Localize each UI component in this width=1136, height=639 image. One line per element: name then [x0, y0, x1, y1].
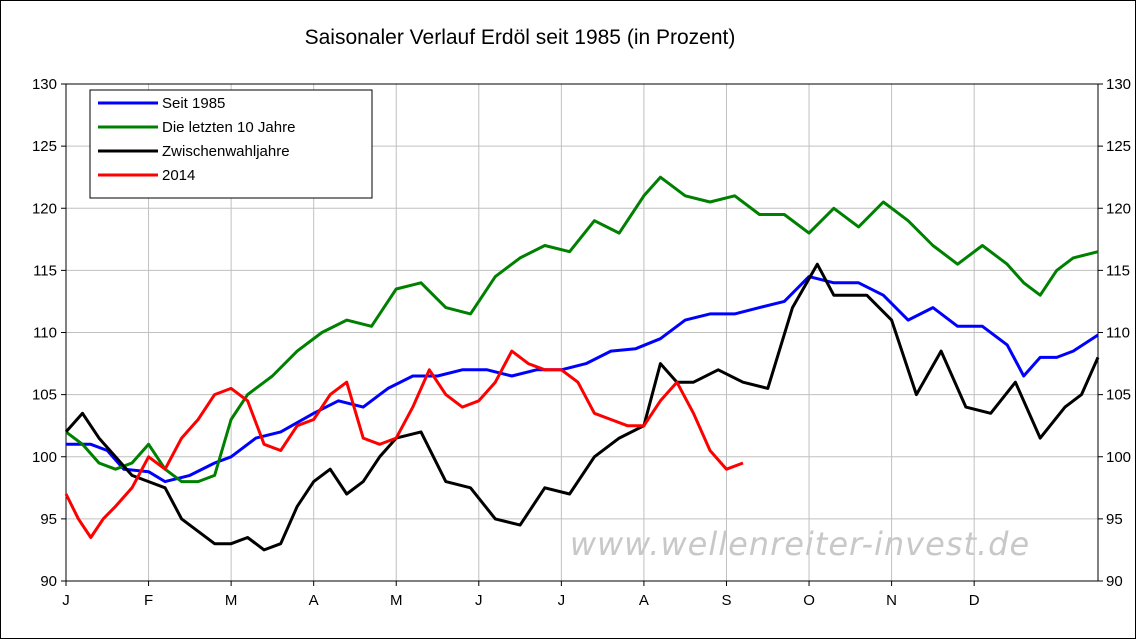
y-tick-label: 105 [32, 387, 57, 404]
legend-label-2: Zwischenwahljahre [162, 143, 290, 160]
x-tick-label: J [62, 592, 70, 609]
x-tick-label: F [144, 592, 153, 609]
y-tick-label: 120 [32, 200, 57, 217]
y-tick-label-right: 115 [1106, 262, 1130, 279]
x-tick-label: N [886, 592, 897, 609]
series-line-1 [65, 175, 1099, 484]
legend-label-1: Die letzten 10 Jahre [162, 119, 295, 136]
legend-box [89, 89, 373, 199]
series-line-2 [64, 262, 1100, 552]
y-tick-label: 90 [40, 573, 57, 590]
axes: 90 90 95 95 100 100 105 105 110 110 115 115 120 120 12… [32, 76, 1131, 609]
y-tick-label: 130 [32, 76, 57, 93]
y-tick-label: 110 [33, 325, 57, 342]
y-tick-label-right: 120 [1106, 200, 1131, 217]
x-tick-label: M [390, 592, 403, 609]
legend: Seit 1985 Die letzten 10 Jahre Zwischenwah… [89, 89, 373, 199]
y-tick-label-right: 130 [1106, 76, 1131, 93]
y-tick-label-right: 105 [1106, 387, 1131, 404]
x-tick-label: J [558, 592, 566, 609]
chart-title: Saisonaler Verlauf Erdöl seit 1985 (in P… [305, 26, 736, 49]
legend-label-3: 2014 [162, 167, 195, 184]
x-tick-label: O [803, 592, 815, 609]
x-tick-label: D [969, 592, 980, 609]
x-tick-label: S [721, 592, 731, 609]
y-tick-label: 115 [33, 262, 57, 279]
y-tick-label-right: 125 [1106, 138, 1131, 155]
x-tick-label: M [225, 592, 238, 609]
y-tick-label-right: 110 [1106, 325, 1130, 342]
y-tick-label-right: 100 [1106, 449, 1131, 466]
legend-label-0: Seit 1985 [162, 95, 225, 112]
series-line-3 [64, 349, 744, 539]
y-tick-label: 95 [40, 511, 57, 528]
x-tick-label: J [475, 592, 483, 609]
series-lines [64, 175, 1100, 552]
watermark: www.wellenreiter-invest.de [570, 525, 1030, 563]
y-tick-label: 125 [32, 138, 57, 155]
y-tick-label-right: 90 [1106, 573, 1123, 590]
x-tick-label: A [309, 592, 319, 609]
y-tick-label-right: 95 [1106, 511, 1123, 528]
y-tick-label: 100 [32, 449, 57, 466]
x-tick-label: A [639, 592, 649, 609]
